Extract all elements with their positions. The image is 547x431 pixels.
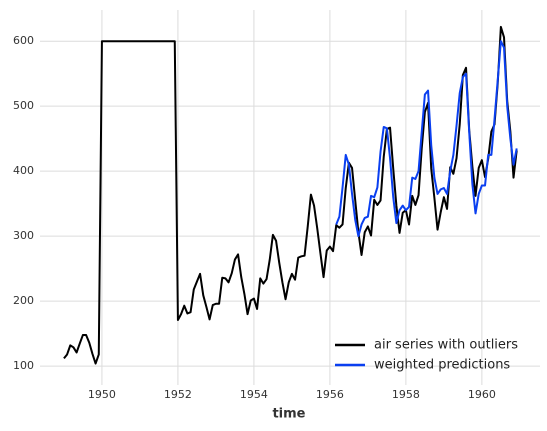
y-tick-label: 600 [13, 34, 34, 47]
x-tick-label: 1956 [316, 388, 344, 401]
y-tick-label: 400 [13, 164, 34, 177]
x-axis-label: time [272, 407, 305, 422]
legend-label: weighted predictions [374, 358, 510, 373]
y-tick-label: 300 [13, 229, 34, 242]
x-tick-label: 1954 [240, 388, 268, 401]
x-tick-label: 1960 [468, 388, 496, 401]
y-tick-label: 100 [13, 359, 34, 372]
legend: air series with outliers weighted predict… [335, 338, 518, 373]
x-tick-label: 1958 [392, 388, 420, 401]
series-line [63, 25, 518, 365]
x-tick-label: 1952 [164, 388, 192, 401]
y-tick-label: 200 [13, 294, 34, 307]
legend-label: air series with outliers [374, 338, 518, 353]
x-tick-label: 1950 [88, 388, 116, 401]
series-line [335, 40, 518, 238]
y-tick-label: 500 [13, 99, 34, 112]
